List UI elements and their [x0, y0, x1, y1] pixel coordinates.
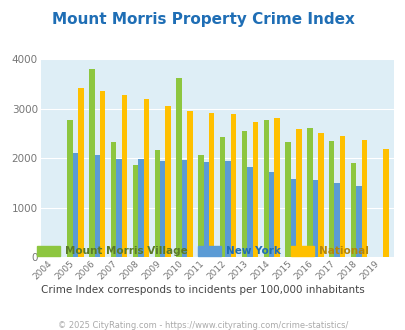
Bar	[328, 141, 334, 257]
Bar	[154, 150, 160, 257]
Text: Crime Index corresponds to incidents per 100,000 inhabitants: Crime Index corresponds to incidents per…	[41, 285, 364, 295]
Bar	[198, 155, 203, 257]
Bar	[263, 120, 269, 257]
Bar	[274, 118, 279, 257]
Text: Mount Morris Property Crime Index: Mount Morris Property Crime Index	[51, 12, 354, 26]
Bar	[138, 159, 143, 257]
Bar	[209, 113, 214, 257]
Bar	[225, 161, 230, 257]
Bar	[132, 165, 138, 257]
Bar	[290, 179, 296, 257]
Bar	[252, 122, 258, 257]
Bar	[312, 180, 317, 257]
Bar	[339, 136, 345, 257]
Legend: Mount Morris Village, New York, National: Mount Morris Village, New York, National	[32, 242, 373, 260]
Bar	[67, 120, 72, 257]
Text: © 2025 CityRating.com - https://www.cityrating.com/crime-statistics/: © 2025 CityRating.com - https://www.city…	[58, 321, 347, 330]
Bar	[143, 99, 149, 257]
Bar	[247, 167, 252, 257]
Bar	[116, 159, 121, 257]
Bar	[203, 162, 209, 257]
Bar	[241, 131, 247, 257]
Bar	[334, 183, 339, 257]
Bar	[72, 153, 78, 257]
Bar	[165, 106, 171, 257]
Bar	[78, 88, 83, 257]
Bar	[355, 186, 361, 257]
Bar	[94, 155, 100, 257]
Bar	[122, 95, 127, 257]
Bar	[317, 133, 323, 257]
Bar	[230, 115, 236, 257]
Bar	[100, 91, 105, 257]
Bar	[160, 161, 165, 257]
Bar	[382, 149, 388, 257]
Bar	[220, 137, 225, 257]
Bar	[307, 128, 312, 257]
Bar	[285, 142, 290, 257]
Bar	[89, 69, 94, 257]
Bar	[361, 140, 366, 257]
Bar	[350, 163, 355, 257]
Bar	[187, 111, 192, 257]
Bar	[181, 160, 187, 257]
Bar	[296, 129, 301, 257]
Bar	[176, 78, 181, 257]
Bar	[111, 142, 116, 257]
Bar	[269, 172, 274, 257]
